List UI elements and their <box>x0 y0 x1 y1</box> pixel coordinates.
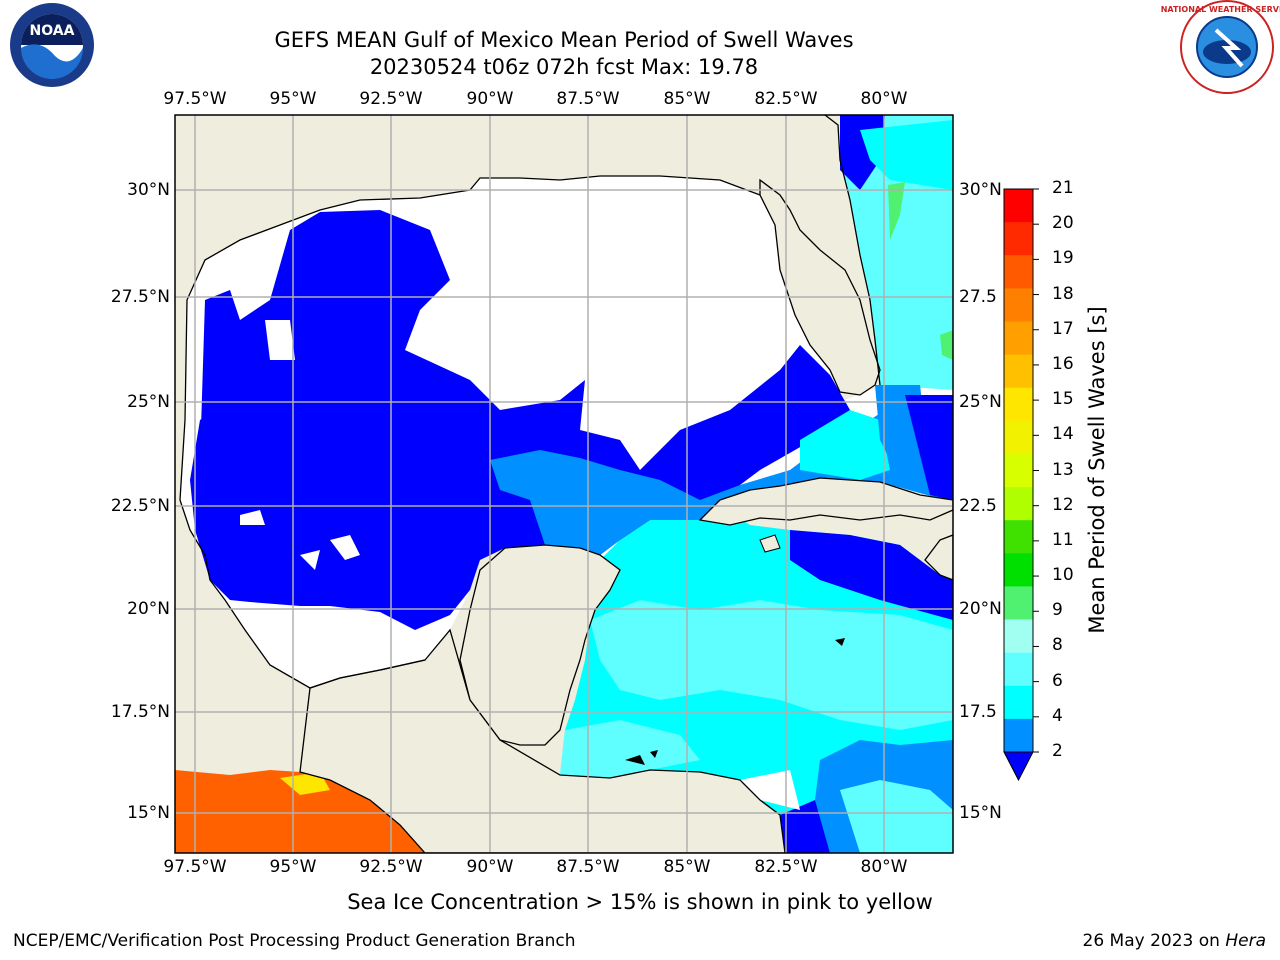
map-title: GEFS MEAN Gulf of Mexico Mean Period of … <box>274 28 854 52</box>
nws-logo: NATIONAL WEATHER SERVICE <box>1161 0 1280 94</box>
swell-field-green <box>888 182 905 240</box>
swell-field-light-cyan <box>590 600 953 730</box>
lon-label-bottom: 92.5°W <box>359 857 423 877</box>
colorbar-tick-label: 4 <box>1052 705 1063 726</box>
lat-label-left: 22.5°N <box>110 496 170 516</box>
colorbar-segment <box>1004 420 1033 455</box>
colorbar-tick-label: 2 <box>1052 741 1063 761</box>
coastline <box>179 175 761 501</box>
lon-label-bottom: 85°W <box>663 857 711 877</box>
swell-field-mid-blue <box>490 395 945 555</box>
lat-label-right: 30°N <box>959 180 1002 200</box>
colorbar-segment <box>1004 685 1033 720</box>
lon-label-bottom: 97.5°W <box>163 857 227 877</box>
colorbar-extend-arrow <box>1003 751 1034 782</box>
colorbar-segment <box>1004 222 1033 256</box>
lat-label-left: 17.5°N <box>110 702 170 722</box>
lat-label-left: 25°N <box>127 392 170 412</box>
lat-label-right: 20°N <box>959 599 1002 619</box>
map-subtitle: 20230524 t06z 072h fcst Max: 19.78 <box>369 55 759 79</box>
colorbar-segment <box>1004 255 1033 289</box>
lon-label-bottom: 80°W <box>860 857 908 877</box>
cuba-land <box>698 477 953 526</box>
colorbar-tick-label: 16 <box>1052 353 1074 374</box>
lon-label-bottom: 90°W <box>466 857 514 877</box>
colorbar-segment <box>1004 586 1033 621</box>
colorbar <box>1003 188 1039 782</box>
lat-label-left: 15°N <box>127 803 170 823</box>
colorbar-tick-label: 10 <box>1052 565 1074 586</box>
colorbar-segment <box>1004 520 1033 554</box>
lon-label-top: 95°W <box>269 89 317 109</box>
central-america-land <box>299 628 786 853</box>
footer-host: Hera <box>1225 931 1266 951</box>
colorbar-segment <box>1004 487 1033 521</box>
swell-field-deep-blue <box>190 210 850 630</box>
lat-label-right: 27.5 <box>959 287 997 307</box>
graticule <box>175 115 953 853</box>
lat-label-right: 25°N <box>959 392 1002 412</box>
colorbar-tick-label: 19 <box>1052 248 1074 269</box>
yucatan-land <box>459 544 621 746</box>
lon-label-top: 85°W <box>663 89 711 109</box>
footer-date: 26 May 2023 on Hera <box>1083 931 1267 951</box>
lon-label-top: 92.5°W <box>359 89 423 109</box>
lat-label-right: 17.5 <box>959 702 997 722</box>
colorbar-segment <box>1004 354 1033 389</box>
colorbar-tick-label: 6 <box>1052 670 1063 691</box>
lat-label-left: 30°N <box>127 180 170 200</box>
pacific-ice-area <box>175 770 425 853</box>
colorbar-tick-label: 9 <box>1052 600 1063 621</box>
colorbar-segment <box>1004 321 1033 356</box>
colorbar-tick-label: 15 <box>1052 389 1074 410</box>
svg-text:NATIONAL WEATHER SERVICE: NATIONAL WEATHER SERVICE <box>1161 5 1280 14</box>
colorbar-segment <box>1004 652 1033 687</box>
lon-label-top: 90°W <box>466 89 514 109</box>
colorbar-label: Mean Period of Swell Waves [s] <box>1085 306 1109 634</box>
colorbar-segment <box>1004 288 1033 322</box>
footer-date-text: 26 May 2023 on <box>1082 931 1226 951</box>
lat-label-right: 22.5 <box>959 496 997 516</box>
colorbar-segment <box>1004 387 1033 422</box>
footer-credit: NCEP/EMC/Verification Post Processing Pr… <box>13 931 576 951</box>
lat-label-left: 27.5°N <box>110 287 170 307</box>
colorbar-tick-label: 12 <box>1052 494 1074 515</box>
colorbar-tick-label: 8 <box>1052 635 1063 656</box>
noaa-logo: NOAA <box>8 1 96 89</box>
lat-label-left: 20°N <box>127 599 170 619</box>
sea-ice-note: Sea Ice Concentration > 15% is shown in … <box>347 890 933 914</box>
colorbar-tick-label: 14 <box>1052 424 1074 445</box>
florida-land <box>759 178 881 396</box>
lat-label-right: 15°N <box>959 803 1002 823</box>
colorbar-tick-label: 20 <box>1052 213 1074 234</box>
map-area <box>175 115 953 853</box>
lon-label-top: 82.5°W <box>754 89 818 109</box>
lon-label-top: 87.5°W <box>556 89 620 109</box>
colorbar-segment <box>1004 189 1033 223</box>
lon-label-bottom: 87.5°W <box>556 857 620 877</box>
colorbar-segment <box>1004 619 1033 654</box>
colorbar-tick-label: 11 <box>1052 529 1074 550</box>
lon-label-bottom: 82.5°W <box>754 857 818 877</box>
colorbar-tick-label: 13 <box>1052 459 1074 480</box>
svg-text:NOAA: NOAA <box>30 23 75 39</box>
colorbar-tick-label: 18 <box>1052 283 1074 304</box>
colorbar-segment <box>1004 553 1033 587</box>
colorbar-segment <box>1004 453 1033 488</box>
lon-label-top: 80°W <box>860 89 908 109</box>
map-frame <box>174 114 954 854</box>
lon-label-bottom: 95°W <box>269 857 317 877</box>
colorbar-tick-label: 21 <box>1052 178 1074 198</box>
colorbar-segment <box>1004 718 1033 753</box>
colorbar-tick-label: 17 <box>1052 318 1074 339</box>
lon-label-top: 97.5°W <box>163 89 227 109</box>
